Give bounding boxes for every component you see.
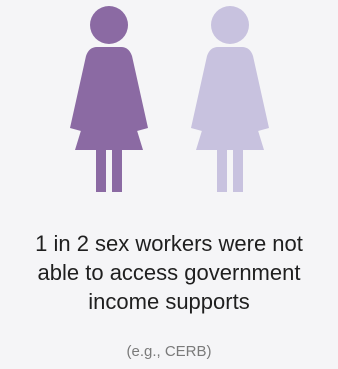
woman-icon-muted: [191, 6, 269, 192]
woman-icon-highlighted: [70, 6, 148, 192]
statistic-line: income supports: [88, 289, 250, 314]
woman-figures: [70, 6, 269, 192]
example-note: (e.g., CERB): [126, 343, 212, 360]
statistic-line: 1 in 2 sex workers were not: [35, 231, 303, 256]
statistic-text: 1 in 2 sex workers were not able to acce…: [0, 229, 338, 316]
statistic-line: able to access government: [37, 260, 301, 285]
